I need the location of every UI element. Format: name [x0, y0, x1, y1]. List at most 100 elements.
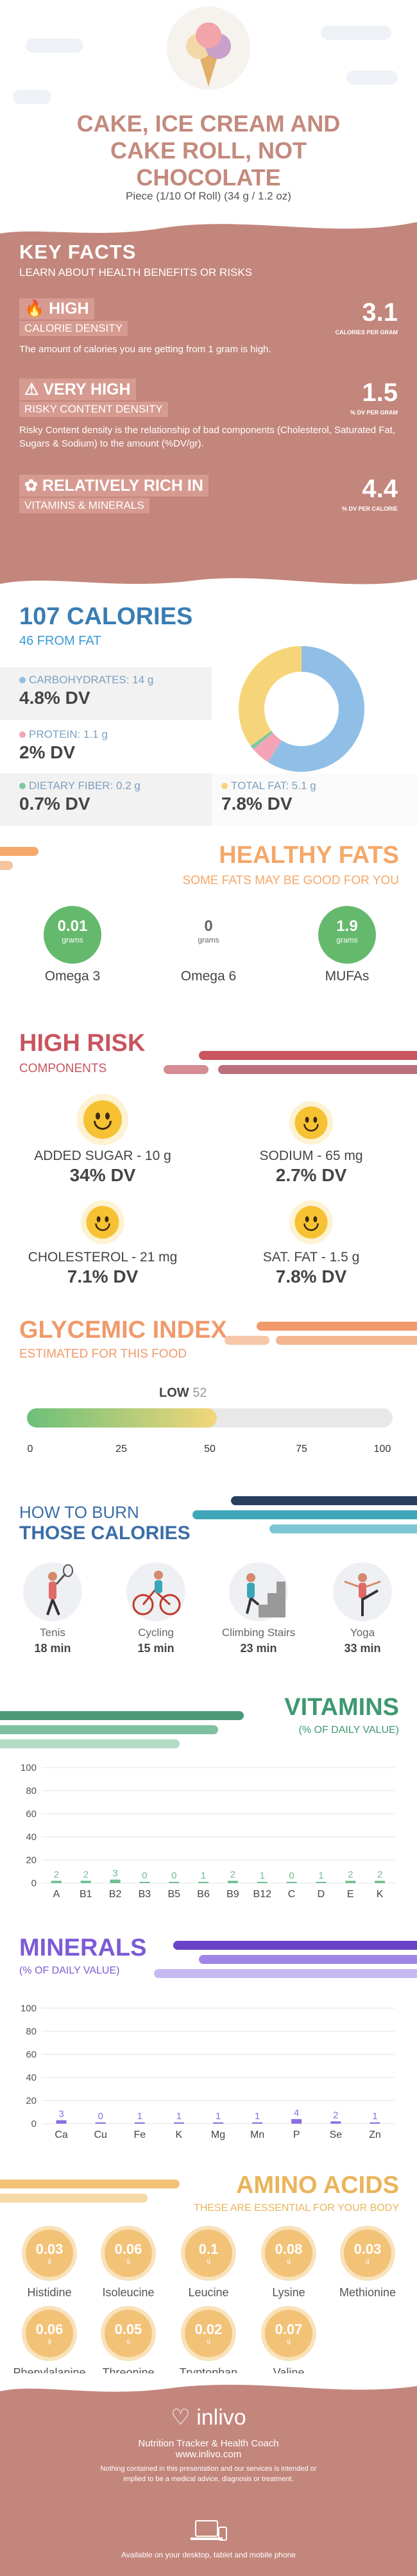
x-tick-label: B12: [253, 1889, 272, 1900]
nutrient-protein: PROTEIN: 1.1 g 2% DV: [19, 728, 108, 763]
fat-circle-omega3: 0.01 grams: [44, 906, 101, 964]
amino-threonine: 0.05 g Threonine: [90, 2310, 167, 2380]
y-tick-label: 40: [26, 1832, 37, 1843]
amino-unit: g: [287, 2258, 291, 2265]
nutrient-bg: [212, 773, 417, 826]
burn-activity: Yoga: [350, 1626, 375, 1639]
gi-tick: 100: [373, 1444, 391, 1454]
heart-icon: ♡: [171, 2405, 191, 2430]
x-tick-label: P: [293, 2129, 300, 2140]
amino-circle: 0.06 g: [105, 2230, 152, 2277]
amino-unit: g: [47, 2258, 51, 2265]
cloud-decoration: [13, 90, 51, 104]
fact-level: VERY HIGH: [43, 380, 131, 398]
gi-tick: 25: [115, 1444, 127, 1454]
gi-bar: [27, 1408, 393, 1428]
bar-value-label: 1: [137, 2111, 142, 2122]
donut-slice-fiber: [250, 730, 273, 749]
bar-value-label: 0: [289, 1870, 294, 1881]
fact-value: 4.4: [362, 475, 398, 503]
amino-name: Leucine: [188, 2286, 229, 2299]
vitamins-bar-chart: 100 80 60 40 20 0 2 A 2 B1 3 B2 0 B3 0 B5 1 B6 2 B9 1 B12 0 C 1 D…: [21, 1762, 395, 1900]
decor-stripe: [276, 1336, 417, 1345]
x-tick-label: B6: [197, 1889, 210, 1900]
legend-dot: [19, 783, 26, 789]
risk-sodium: SODIUM - 65 mg 2.7% DV: [218, 1148, 404, 1186]
amino-name: Methionine: [339, 2286, 396, 2299]
cloud-decoration: [26, 38, 83, 53]
x-tick-label: B5: [167, 1889, 180, 1900]
fact-unit: % DV PER GRAM: [350, 409, 398, 416]
fat-value: 0.01: [57, 917, 88, 935]
x-tick-label: K: [377, 1889, 384, 1900]
fact-label: CALORIE DENSITY: [19, 321, 128, 336]
decor-stripe: [0, 861, 13, 870]
amino-histidine: 0.03 g Histidine: [11, 2230, 88, 2299]
wave-top: [0, 2373, 417, 2392]
y-tick-label: 20: [26, 2095, 37, 2106]
nutrient-label: PROTEIN: 1.1 g: [29, 728, 108, 740]
bar-Zn: [370, 2122, 380, 2124]
y-tick-label: 80: [26, 2026, 37, 2037]
website-link[interactable]: www.inlivo.com: [175, 2449, 242, 2460]
fat-label: Omega 6: [180, 969, 237, 984]
minerals-bar-chart: 100 80 60 40 20 0 3 Ca 0 Cu 1 Fe 1 K 1 Mg 1 Mn 4 P 2 Se 1 Zn: [21, 2003, 395, 2140]
x-tick-label: Se: [330, 2129, 343, 2140]
burn-minutes: 23 min: [240, 1642, 277, 1655]
amino-leucine: 0.1 g Leucine: [170, 2230, 247, 2299]
burn-cycling: Cycling 15 min: [114, 1562, 198, 1655]
y-tick-label: 80: [26, 1786, 37, 1796]
x-tick-label: A: [53, 1889, 60, 1900]
burn-title-line2: THOSE CALORIES: [19, 1523, 191, 1544]
amino-circle: 0.08 g: [265, 2230, 312, 2277]
fact-label: RISKY CONTENT DENSITY: [19, 402, 168, 417]
ice-cream-icon: [167, 6, 250, 90]
decor-stripe: [192, 1510, 417, 1519]
x-tick-label: Mn: [250, 2129, 264, 2140]
nutrient-label: TOTAL FAT: 5.1 g: [231, 780, 316, 792]
gi-value: 52: [192, 1386, 207, 1400]
bar-value-label: 1: [318, 1870, 323, 1881]
tennis-icon: [23, 1562, 82, 1621]
gi-bar-fill: [27, 1408, 217, 1428]
decor-stripe: [218, 1065, 417, 1074]
amino-unit: g: [126, 2338, 130, 2345]
bar-value-label: 3: [112, 1868, 117, 1879]
gi-tick: 75: [296, 1444, 307, 1454]
bar-Fe: [134, 2122, 145, 2124]
vitamins-title: VITAMINS: [284, 1694, 399, 1721]
bar-B2: [110, 1879, 121, 1883]
y-tick-label: 0: [31, 1878, 37, 1889]
fat-circle-omega6: 0 grams: [180, 906, 237, 964]
x-tick-label: Zn: [369, 2129, 381, 2140]
title-line: CHOCOLATE: [136, 164, 281, 191]
amino-circle: 0.05 g: [105, 2310, 152, 2357]
burn-minutes: 15 min: [137, 1642, 174, 1655]
title-line: CAKE, ICE CREAM AND: [76, 110, 341, 137]
legend-dot: [19, 677, 26, 683]
leaf-icon: ✿: [24, 477, 38, 495]
smile-icon: [294, 1106, 328, 1139]
burn-minutes: 33 min: [344, 1642, 381, 1655]
fats-title: HEALTHY FATS: [219, 842, 399, 869]
bar-A: [51, 1881, 62, 1883]
x-tick-label: Cu: [94, 2129, 106, 2140]
decor-stripe: [199, 1955, 417, 1964]
bar-value-label: 3: [58, 2109, 64, 2120]
wave-top: [0, 214, 417, 234]
amino-value: 0.07: [275, 2321, 303, 2337]
bar-D: [316, 1882, 327, 1883]
bar-B5: [169, 1882, 180, 1883]
burn-stairs: Climbing Stairs 23 min: [217, 1562, 300, 1655]
bar-value-label: 2: [54, 1869, 59, 1880]
donut-slice-protein: [253, 732, 282, 762]
legend-dot: [19, 731, 26, 738]
burn-minutes: 18 min: [34, 1642, 71, 1655]
gi-tick: 0: [27, 1444, 33, 1454]
amino-unit: g: [207, 2338, 210, 2345]
key-facts-title: KEY FACTS: [19, 241, 137, 263]
brand-logo[interactable]: ♡ inlivo: [0, 2405, 417, 2430]
nutrient-value: 7.8% DV: [221, 794, 293, 814]
bar-value-label: 1: [260, 1870, 265, 1881]
